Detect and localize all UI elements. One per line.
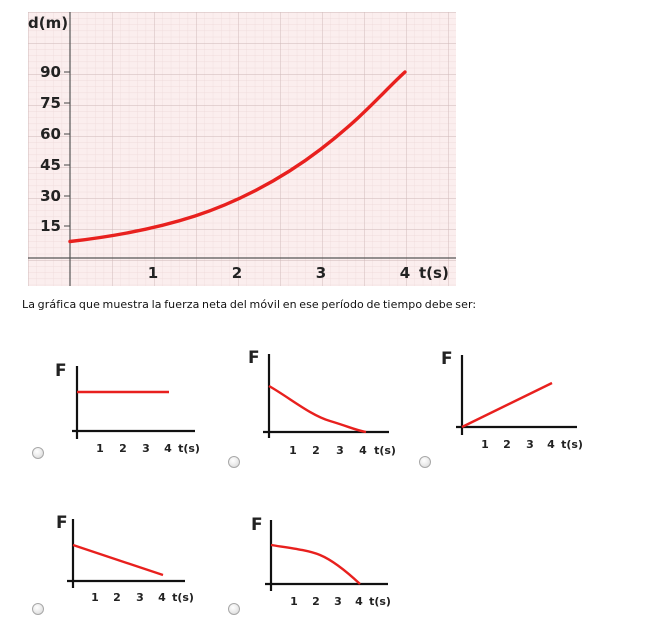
x-tick-label: 3 [334, 595, 342, 608]
x-axis-label: t(s) [419, 264, 449, 282]
y-tick-label: 60 [40, 125, 61, 143]
x-tick-label: 1 [289, 444, 297, 457]
f-axis-label: F [248, 348, 260, 368]
f-axis-label: F [441, 349, 453, 369]
x-tick-label: 2 [312, 595, 320, 608]
x-tick-label: 4 [158, 591, 166, 604]
distance-time-chart-svg: 90 75 60 45 30 15 d(m) 1 2 3 4 t(s) [28, 12, 456, 286]
force-line [72, 543, 164, 577]
f-axis-label: F [251, 515, 263, 535]
option-a-radio[interactable] [32, 447, 44, 459]
x-tick-label: 4 [547, 438, 555, 451]
x-tick-label: 3 [316, 264, 326, 282]
x-tick-label: 4 [400, 264, 410, 282]
option-c-graph: F 1 2 3 4 t(s) [441, 349, 583, 451]
distance-time-chart: 90 75 60 45 30 15 d(m) 1 2 3 4 t(s) [28, 12, 456, 286]
y-tick-label: 15 [40, 217, 61, 235]
option-e-graph: F 1 2 3 4 t(s) [251, 515, 391, 608]
y-tick-marks [64, 71, 70, 227]
option-c[interactable]: F 1 2 3 4 t(s) [410, 340, 610, 470]
x-tick-label: 3 [336, 444, 344, 457]
x-tick-label: 4 [164, 442, 172, 455]
x-axis-label: t(s) [561, 438, 583, 451]
x-axis-label: t(s) [178, 442, 200, 455]
x-tick-label: 2 [312, 444, 320, 457]
x-tick-label: 1 [148, 264, 158, 282]
y-tick-label: 90 [40, 63, 61, 81]
force-line [461, 381, 553, 429]
y-axis-label: d(m) [28, 14, 68, 32]
option-d[interactable]: F 1 2 3 4 t(s) [20, 500, 220, 630]
option-c-radio[interactable] [419, 456, 431, 468]
x-tick-label: 3 [136, 591, 144, 604]
f-axis-label: F [56, 513, 68, 533]
y-tick-label: 45 [40, 156, 61, 174]
option-b-graph: F 1 2 3 4 t(s) [248, 348, 396, 457]
option-b-radio[interactable] [228, 456, 240, 468]
x-tick-label: 4 [359, 444, 367, 457]
x-tick-label: 2 [503, 438, 511, 451]
x-tick-label: 2 [232, 264, 242, 282]
distance-curve [68, 70, 407, 244]
x-tick-label: 1 [481, 438, 489, 451]
option-e-radio[interactable] [228, 603, 240, 615]
question-text: La gráfica que muestra la fuerza neta de… [22, 298, 477, 311]
x-axis-label: t(s) [374, 444, 396, 457]
y-tick-label: 75 [40, 94, 61, 112]
option-e[interactable]: F 1 2 3 4 t(s) [220, 500, 420, 630]
x-axis-label: t(s) [369, 595, 391, 608]
force-curve [268, 384, 367, 434]
option-d-graph: F 1 2 3 4 t(s) [56, 513, 194, 604]
x-tick-label: 1 [96, 442, 104, 455]
option-b[interactable]: F 1 2 3 4 t(s) [220, 340, 420, 470]
x-tick-label: 2 [113, 591, 121, 604]
option-a[interactable]: F 1 2 3 4 t(s) [20, 340, 220, 470]
x-tick-label: 1 [91, 591, 99, 604]
x-tick-label: 3 [142, 442, 150, 455]
x-tick-label: 1 [290, 595, 298, 608]
x-tick-label: 3 [526, 438, 534, 451]
y-tick-label: 30 [40, 187, 61, 205]
force-curve [270, 543, 361, 585]
option-a-graph: F 1 2 3 4 t(s) [55, 361, 200, 455]
x-axis-label: t(s) [172, 591, 194, 604]
x-tick-label: 2 [119, 442, 127, 455]
f-axis-label: F [55, 361, 67, 381]
option-d-radio[interactable] [32, 603, 44, 615]
x-tick-label: 4 [355, 595, 363, 608]
grid [28, 12, 456, 286]
